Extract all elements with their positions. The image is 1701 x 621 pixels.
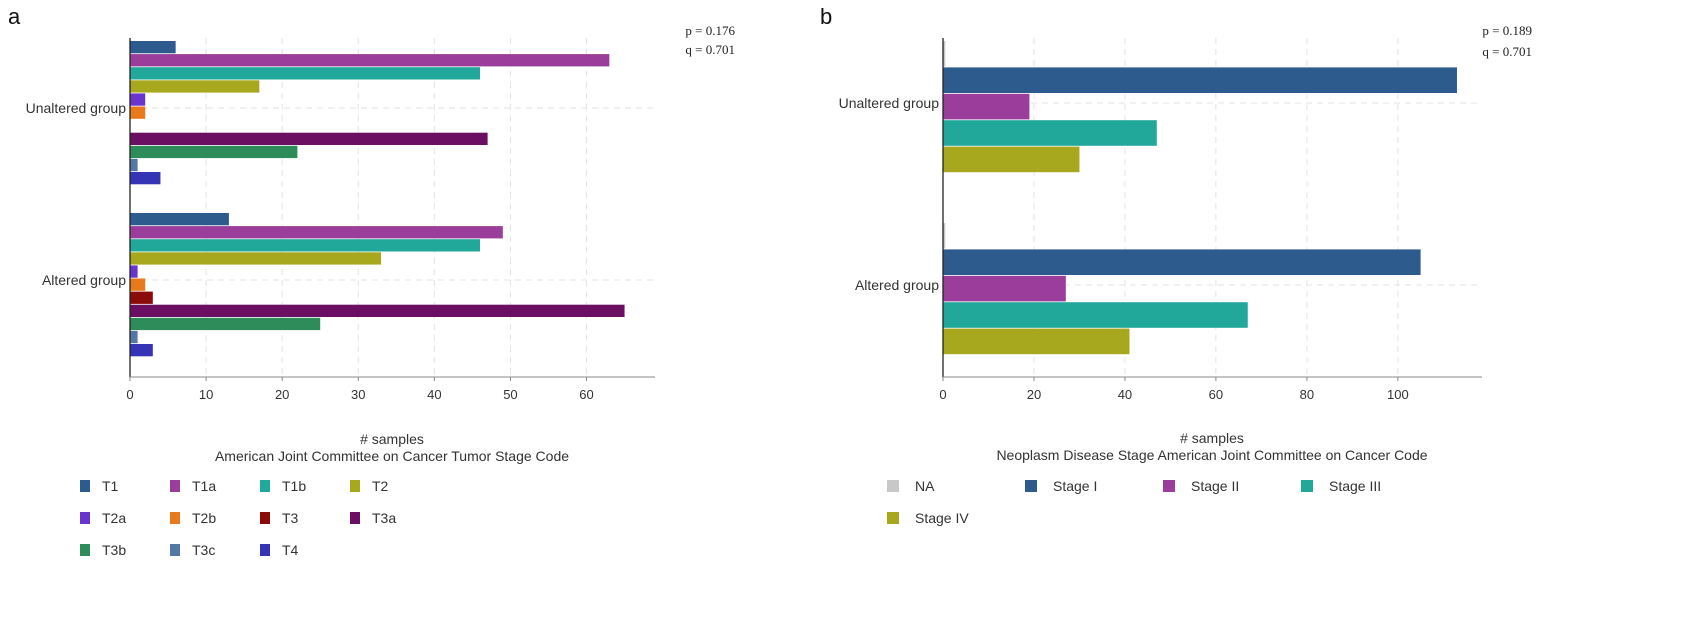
legend-swatch [260, 480, 270, 492]
chart-panel-b: b Unaltered group Altered group 0 20 40 60 80 10… [820, 4, 1532, 526]
stat-annotation: p = 0.176 [685, 23, 735, 38]
category-label: Altered group [855, 277, 939, 293]
bar [130, 265, 138, 278]
bar [130, 67, 480, 80]
bar [943, 120, 1157, 146]
bar [130, 158, 138, 172]
x-tick-label: 30 [351, 387, 365, 402]
x-tick-label: 20 [1027, 387, 1041, 402]
x-tick-label: 60 [579, 387, 593, 402]
bar [943, 249, 1421, 275]
bar [943, 302, 1248, 328]
x-tick-label: 10 [199, 387, 213, 402]
bar [943, 223, 946, 249]
bar [130, 41, 176, 54]
x-tick-label: 50 [503, 387, 517, 402]
legend-swatch [887, 480, 899, 492]
legend-label: T3c [192, 542, 215, 558]
bar [130, 330, 138, 344]
x-tick-label: 20 [275, 387, 289, 402]
x-axis-label: # samples [360, 431, 424, 447]
legend-label: Stage IV [915, 510, 969, 526]
legend-swatch [350, 480, 360, 492]
legend-swatch [80, 544, 90, 556]
x-tick-label: 0 [126, 387, 133, 402]
legend-swatch [80, 512, 90, 524]
category-label: Unaltered group [26, 100, 127, 116]
category-label: Altered group [42, 272, 126, 288]
legend-label: T3 [282, 510, 299, 526]
bar [130, 344, 153, 357]
legend-swatch [80, 480, 90, 492]
legend-label: T1b [282, 478, 306, 494]
legend-label: T3b [102, 542, 126, 558]
bar [130, 93, 146, 106]
bar [130, 80, 260, 93]
legend-title: Neoplasm Disease Stage American Joint Co… [996, 447, 1427, 463]
legend-label: Stage III [1329, 478, 1381, 494]
bar [130, 54, 610, 67]
panel-label: b [820, 4, 832, 29]
x-tick-label: 80 [1300, 387, 1314, 402]
bar [130, 291, 153, 304]
stat-annotation: q = 0.701 [685, 42, 735, 57]
bar [130, 213, 229, 226]
legend-swatch [170, 480, 180, 492]
bar [943, 93, 1030, 120]
legend-swatch [1163, 480, 1175, 492]
legend-swatch [260, 544, 270, 556]
legend-swatch [260, 512, 270, 524]
x-tick-label: 100 [1387, 387, 1409, 402]
legend-label: T2a [102, 510, 126, 526]
legend-swatch [350, 512, 360, 524]
panel-label: a [8, 4, 21, 29]
bar [130, 304, 625, 317]
legend-swatch [170, 544, 180, 556]
bar [130, 226, 503, 239]
bar [130, 239, 480, 252]
x-tick-label: 0 [939, 387, 946, 402]
bar [943, 328, 1130, 355]
legend-swatch [1025, 480, 1037, 492]
stat-annotation: q = 0.701 [1482, 44, 1532, 59]
legend-label: T2b [192, 510, 216, 526]
bar [130, 145, 298, 159]
bar [130, 252, 382, 265]
x-tick-label: 60 [1209, 387, 1223, 402]
legend-label: T4 [282, 542, 299, 558]
bar [943, 146, 1080, 173]
legend-swatch [170, 512, 180, 524]
bar [943, 67, 1457, 93]
bar [943, 275, 1066, 302]
legend-label: Stage I [1053, 478, 1097, 494]
bar [130, 278, 146, 291]
legend-label: T3a [372, 510, 396, 526]
legend-label: T1a [192, 478, 216, 494]
bar [130, 106, 146, 119]
x-tick-label: 40 [1118, 387, 1132, 402]
legend-swatch [1301, 480, 1313, 492]
legend-swatch [887, 512, 899, 524]
stat-annotation: p = 0.189 [1482, 23, 1532, 38]
bar [130, 317, 321, 331]
x-tick-label: 40 [427, 387, 441, 402]
legend-label: NA [915, 478, 935, 494]
legend-title: American Joint Committee on Cancer Tumor… [215, 448, 569, 464]
legend-label: T1 [102, 478, 119, 494]
bar [130, 132, 488, 145]
legend-label: T2 [372, 478, 389, 494]
bar [130, 172, 161, 185]
legend-label: Stage II [1191, 478, 1239, 494]
category-label: Unaltered group [839, 95, 940, 111]
x-axis-label: # samples [1180, 430, 1244, 446]
bar [943, 41, 946, 67]
chart-panel-a: a Unaltered group Altered group 0 10 20 30 40 50… [8, 4, 735, 558]
